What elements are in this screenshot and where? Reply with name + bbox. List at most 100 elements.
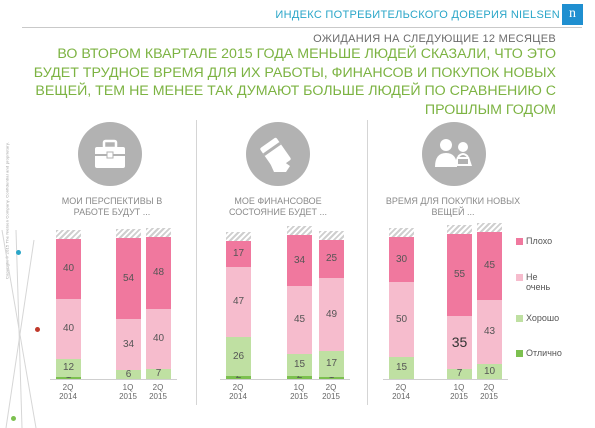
chart-baseline [50,379,177,380]
data-label: 34 [122,339,135,350]
x-tick-label: 2Q 2015 [480,383,498,401]
segment-khorosho [56,358,81,377]
data-label: 7 [155,368,162,380]
page-subtitle: ОЖИДАНИЯ НА СЛЕДУЮЩИЕ 12 МЕСЯЦЕВ [313,33,556,45]
data-label: 26 [232,351,245,362]
chart-baseline [220,379,350,380]
segment-khorosho [389,356,414,379]
wallet-hand-icon [246,122,310,186]
segment-ne-ochen [447,316,472,369]
x-tick-label: 2Q 2014 [392,383,410,401]
segment-plokho [116,238,141,319]
x-tick-label: 2Q 2015 [322,383,340,401]
x-tick-label: 1Q 2015 [450,383,468,401]
segment-ne-ochen [389,281,414,357]
data-label: 34 [293,255,306,266]
segment-ne-ochen [116,319,141,370]
nielsen-logo: n [562,4,583,25]
segment-khorosho [146,368,171,379]
bar-remainder-hatch [389,227,414,237]
x-tick-label: 2Q 2015 [149,383,167,401]
segment-plokho [146,236,171,309]
data-label: 43 [483,326,496,338]
segment-khorosho [447,368,472,379]
data-label: 12 [62,362,75,373]
bar-remainder-hatch [56,229,81,239]
chart-baseline [383,379,508,380]
bar-remainder-hatch [477,223,502,232]
data-label: 10 [483,366,496,377]
segment-ne-ochen [56,298,81,359]
decorative-dot [11,416,16,421]
data-label: 40 [152,333,165,344]
data-label: 45 [293,314,306,326]
bar-remainder-hatch [116,229,141,238]
legend-swatch-otlichno [516,350,523,357]
data-label: 17 [325,358,338,370]
segment-otlichno [319,376,344,379]
data-label: 15 [293,359,306,371]
x-tick-label: 1Q 2015 [119,383,137,401]
panel-title-work: МОИ ПЕРСПЕКТИВЫ В РАБОТЕ БУДУТ ... [61,196,163,217]
segment-otlichno [56,376,81,379]
segment-plokho [319,240,344,278]
data-label: 40 [62,263,75,274]
bar-remainder-hatch [146,227,171,237]
bar-remainder-hatch [319,231,344,240]
segment-khorosho [226,337,251,376]
data-label: 45 [483,260,496,272]
segment-plokho [287,235,312,286]
segment-plokho [447,233,472,316]
segment-ne-ochen [287,286,312,354]
panel-title-purchases: ВРЕМЯ ДЛЯ ПОКУПКИ НОВЫХ ВЕЩЕЙ ... [385,196,521,217]
segment-ne-ochen [319,277,344,351]
segment-ne-ochen [226,266,251,337]
legend-label-khorosho: Хорошо [526,313,560,323]
decorative-dot [35,327,40,332]
segment-otlichno [226,376,251,379]
segment-plokho [389,236,414,282]
legend-label-plokho: Плохо [526,236,553,246]
data-label: 55 [453,269,466,281]
segment-plokho [477,232,502,300]
panel-title-finance: МОЕ ФИНАНСОВОЕ СОСТОЯНИЕ БУДЕТ ... [229,196,327,217]
data-label: 35 [451,333,468,350]
header-divider [22,27,582,28]
legend-swatch-plokho [516,238,523,245]
shopping-people-icon [422,122,486,186]
panel-divider [196,120,197,405]
briefcase-icon [78,122,142,186]
bar-remainder-hatch [287,226,312,235]
x-tick-label: 2Q 2014 [59,383,77,401]
segment-ne-ochen [477,299,502,364]
segment-plokho [226,241,251,267]
panel-divider [367,120,368,405]
brand-title: ИНДЕКС ПОТРЕБИТЕЛЬСКОГО ДОВЕРИЯ NIELSEN [275,9,560,21]
data-label: 15 [395,362,408,374]
decorative-dot [16,250,21,255]
data-label: 7 [456,368,463,380]
data-label: 25 [325,253,338,265]
data-label: 6 [125,369,132,380]
page-headline: ВО ВТОРОМ КВАРТАЛЕ 2015 ГОДА МЕНЬШЕ ЛЮДЕ… [33,46,556,118]
bar-remainder-hatch [226,232,251,241]
legend-swatch-khorosho [516,315,523,322]
data-label: 49 [325,308,338,320]
data-label: 48 [152,267,165,278]
data-label: 54 [122,273,135,284]
x-tick-label: 1Q 2015 [290,383,308,401]
legend-label-otlichno: Отлично [526,348,562,358]
legend-swatch-ne_ochen [516,274,523,281]
segment-khorosho [477,364,502,379]
data-label: 40 [62,323,75,334]
segment-khorosho [319,351,344,377]
data-label: 17 [232,248,245,260]
segment-plokho [56,238,81,299]
segment-ne-ochen [146,308,171,369]
data-label: 50 [395,313,408,325]
segment-otlichno [287,376,312,379]
data-label: 47 [232,296,245,308]
legend-label-ne_ochen: Не очень [526,272,551,292]
segment-khorosho [116,370,141,379]
segment-khorosho [287,353,312,376]
